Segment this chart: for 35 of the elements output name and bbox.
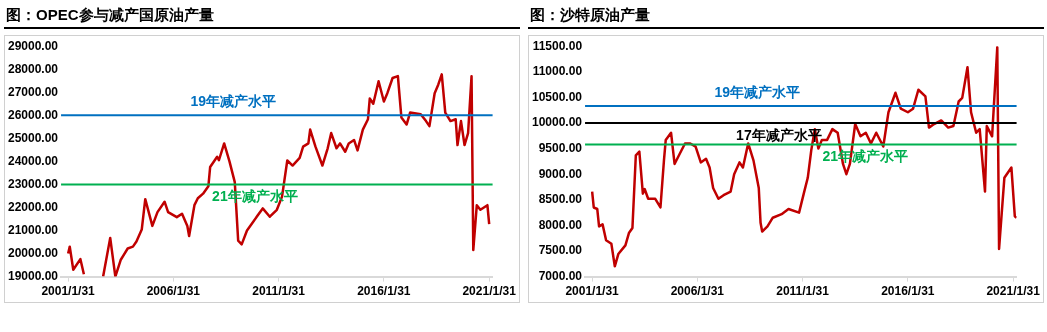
chart-title: 图：OPEC参与减产国原油产量 (4, 4, 520, 29)
y-tick-label: 24000.00 (7, 153, 59, 168)
y-tick-label: 10500.00 (531, 89, 583, 104)
y-tick-label: 26000.00 (7, 107, 59, 122)
ref-line-label: 19年减产水平 (190, 93, 277, 110)
x-tick-label: 2001/1/31 (565, 284, 620, 299)
y-tick-label: 11000.00 (532, 64, 583, 79)
x-tick-label: 2001/1/31 (41, 284, 96, 299)
ref-line-label: 19年减产水平 (714, 83, 801, 100)
y-tick-label: 9000.00 (538, 166, 583, 181)
x-tick-label: 2016/1/31 (357, 284, 411, 299)
x-tick-label: 2011/1/31 (776, 284, 830, 299)
x-tick-label: 2006/1/31 (670, 284, 725, 299)
y-tick-label: 25000.00 (7, 130, 59, 145)
y-tick-label: 27000.00 (7, 84, 59, 99)
y-tick-label: 8000.00 (538, 217, 583, 232)
y-tick-label: 22000.00 (7, 199, 59, 214)
y-tick-label: 19000.00 (7, 268, 59, 283)
y-tick-label: 9500.00 (538, 140, 583, 155)
x-tick-label: 2016/1/31 (881, 284, 935, 299)
chart-title: 图：沙特原油产量 (528, 4, 1044, 29)
y-tick-label: 20000.00 (7, 245, 59, 260)
x-tick-label: 2006/1/31 (146, 284, 201, 299)
y-tick-label: 23000.00 (7, 176, 59, 191)
y-tick-label: 7500.00 (538, 243, 583, 258)
y-tick-label: 21000.00 (7, 222, 59, 237)
x-tick-label: 2021/1/31 (462, 284, 517, 299)
x-tick-label: 2021/1/31 (986, 284, 1041, 299)
y-tick-label: 11500.00 (532, 38, 583, 53)
y-tick-label: 10000.00 (531, 115, 583, 130)
y-tick-label: 28000.00 (7, 61, 59, 76)
x-tick-label: 2011/1/31 (252, 284, 306, 299)
y-tick-label: 29000.00 (7, 38, 59, 53)
y-tick-label: 7000.00 (538, 268, 583, 283)
y-tick-label: 8500.00 (538, 192, 583, 207)
